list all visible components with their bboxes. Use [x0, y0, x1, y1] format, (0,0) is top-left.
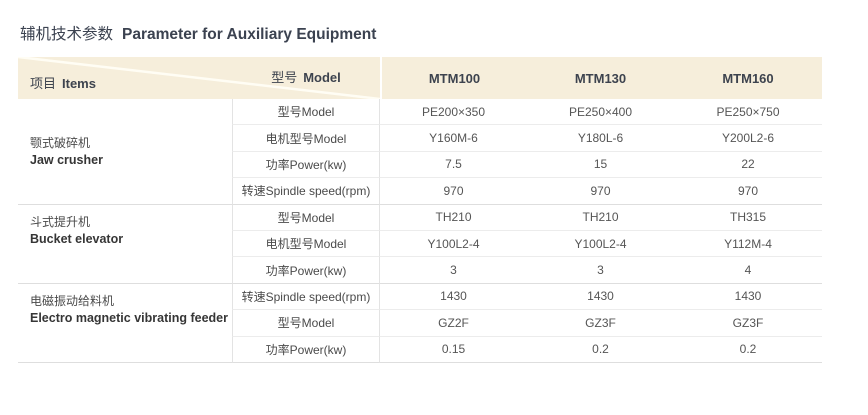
cell-value: Y100L2-4 [527, 231, 674, 258]
cell-value: 15 [527, 152, 674, 179]
cell-value: 0.15 [380, 337, 527, 363]
header-items-zh: 项目 [30, 76, 57, 91]
cell-value: TH315 [674, 205, 822, 231]
cell-value: PE200×350 [380, 99, 527, 126]
cell-value: Y100L2-4 [380, 231, 527, 258]
group-label-zh: 电磁振动给料机 [30, 293, 115, 308]
row-label: 型号Model [232, 310, 380, 337]
cell-value: 0.2 [674, 337, 822, 363]
page-title: 辅机技术参数 Parameter for Auxiliary Equipment [20, 22, 376, 44]
header-model-en: Model [303, 69, 341, 85]
header-model-cell: 型号 Model [232, 57, 380, 99]
header-col-mtm160: MTM160 [722, 70, 774, 86]
table-header-row: 项目 Items 型号 Model MTM100 MTM130 MTM160 [18, 57, 822, 99]
group-label-bucket-elevator: 斗式提升机 Bucket elevator [18, 205, 232, 284]
cell-value: Y200L2-6 [674, 125, 822, 152]
row-label: 功率Power(kw) [232, 151, 380, 179]
row-label: 型号Model [232, 204, 380, 231]
cell-value: 3 [380, 257, 527, 284]
cell-value: 7.5 [380, 152, 527, 179]
row-label: 功率Power(kw) [232, 257, 380, 284]
header-diagonal-divider [18, 57, 380, 99]
page-title-en: Parameter for Auxiliary Equipment [122, 26, 377, 43]
cell-value: 970 [380, 178, 527, 205]
row-label: 转速Spindle speed(rpm) [232, 178, 380, 205]
header-model-zh: 型号 [271, 69, 298, 85]
cell-value: Y112M-4 [674, 231, 822, 258]
row-label: 转速Spindle speed(rpm) [232, 283, 380, 311]
cell-value: 970 [674, 178, 822, 205]
cell-value: 1430 [527, 284, 674, 311]
cell-value: 4 [674, 257, 822, 284]
group-label-en: Bucket elevator [30, 231, 124, 246]
cell-value: GZ3F [527, 310, 674, 337]
table-body: 颚式破碎机 Jaw crusher 型号Model PE200×350 PE25… [18, 99, 822, 363]
cell-value: 970 [527, 178, 674, 205]
cell-value: 0.2 [527, 337, 674, 363]
group-label-en: Electro magnetic vibrating feeder [30, 310, 228, 325]
group-label-en: Jaw crusher [30, 153, 103, 167]
cell-value: GZ3F [674, 310, 822, 337]
group-label-zh: 斗式提升机 [30, 214, 91, 229]
row-label: 电机型号Model [232, 230, 380, 258]
header-col-mtm130: MTM130 [574, 70, 627, 86]
cell-value: Y180L-6 [527, 125, 674, 152]
group-label-zh: 颚式破碎机 [30, 136, 91, 150]
page-title-zh: 辅机技术参数 [20, 26, 114, 43]
group-label-vibrating-feeder: 电磁振动给料机 Electro magnetic vibrating feede… [18, 284, 232, 363]
row-label: 功率Power(kw) [232, 336, 380, 363]
cell-value: GZ2F [380, 310, 527, 337]
cell-value: TH210 [380, 205, 527, 231]
cell-value: PE250×400 [527, 99, 674, 126]
cell-value: Y160M-6 [380, 125, 527, 152]
cell-value: 1430 [674, 284, 822, 311]
header-col-mtm100: MTM100 [380, 57, 527, 99]
cell-value: 1430 [380, 284, 527, 311]
auxiliary-equipment-table: 项目 Items 型号 Model MTM100 MTM130 MTM160 颚式破… [18, 57, 822, 363]
header-items-en: Items [62, 76, 96, 91]
row-label: 型号Model [232, 99, 380, 126]
header-items-cell: 项目 Items [18, 57, 232, 99]
cell-value: 22 [674, 152, 822, 179]
cell-value: PE250×750 [674, 99, 822, 126]
group-label-jaw-crusher: 颚式破碎机 Jaw crusher [18, 99, 232, 205]
cell-value: TH210 [527, 205, 674, 231]
cell-value: 3 [527, 257, 674, 284]
row-label: 电机型号Model [232, 125, 380, 152]
